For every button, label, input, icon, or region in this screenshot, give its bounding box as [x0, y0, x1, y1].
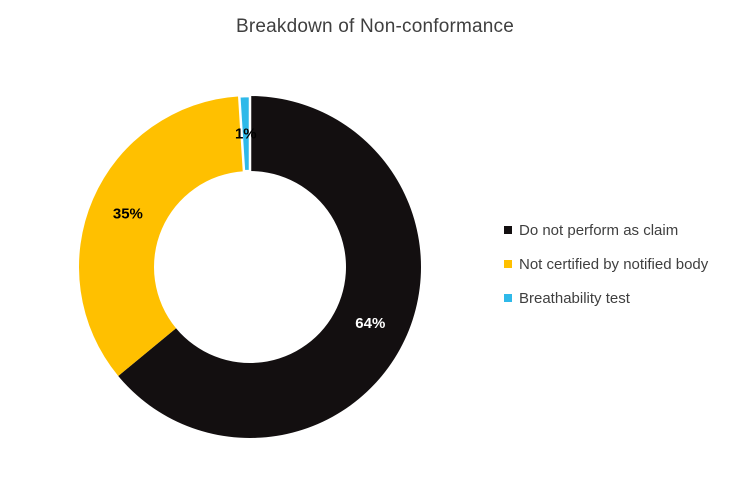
donut-slice-0	[118, 96, 421, 439]
chart-legend: Do not perform as claim Not certified by…	[504, 221, 708, 307]
chart-title: Breakdown of Non-conformance	[235, 16, 515, 37]
legend-label: Breathability test	[519, 289, 630, 307]
legend-item-do-not-perform-as-claim: Do not perform as claim	[504, 221, 708, 239]
slice-data-label-1: 35%	[113, 206, 143, 223]
legend-label: Do not perform as claim	[519, 221, 679, 239]
donut-slice-1	[78, 96, 244, 376]
slice-data-label-2: 1%	[235, 126, 257, 143]
legend-item-breathability-test: Breathability test	[504, 289, 708, 307]
slice-data-label-0: 64%	[355, 315, 385, 332]
legend-marker-square-icon	[504, 294, 512, 302]
legend-label: Not certified by notified body	[519, 255, 709, 273]
legend-item-not-certified-by-notified-body: Not certified by notified body	[504, 255, 708, 273]
legend-marker-square-icon	[504, 260, 512, 268]
legend-marker-square-icon	[504, 226, 512, 234]
donut-slice-2	[237, 94, 252, 173]
